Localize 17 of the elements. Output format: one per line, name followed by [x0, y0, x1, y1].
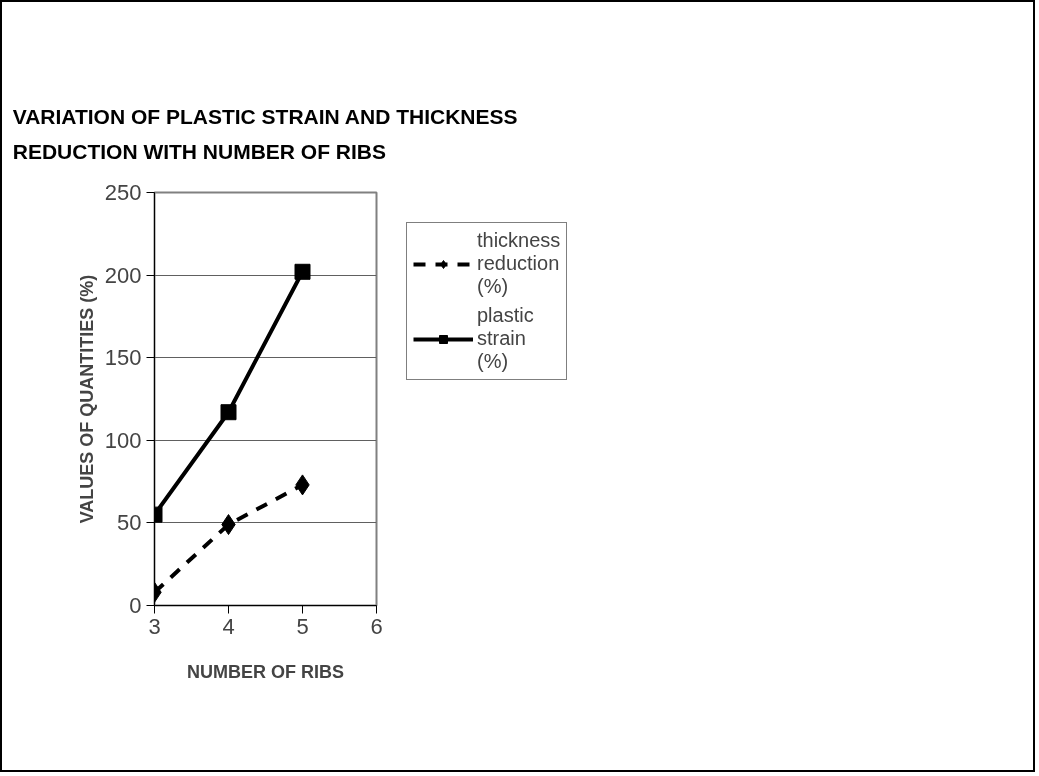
x-tick-label: 5: [296, 613, 309, 639]
y-axis-title: VALUES OF QUANTITIES (%): [76, 274, 97, 524]
y-tick-label: 150: [104, 345, 142, 371]
y-tick-label: 50: [117, 510, 142, 536]
legend-label: thickness reduction (%): [477, 229, 561, 298]
x-axis-title: NUMBER OF RIBS: [187, 661, 344, 682]
y-tick-label: 250: [104, 180, 142, 205]
x-tick-label: 6: [370, 613, 383, 639]
x-tick-label: 3: [148, 613, 161, 639]
legend-label: plastic strain (%): [477, 304, 534, 373]
y-tick-label: 200: [104, 262, 142, 288]
point: [294, 263, 311, 280]
chart-title: VARIATION OF PLASTIC STRAIN AND THICKNESS REDUCTION WITH NUMBER OF RIBS: [12, 105, 518, 163]
y-tick-label: 100: [104, 427, 142, 453]
y-tick-label: 0: [129, 593, 142, 618]
point: [220, 404, 237, 421]
x-tick-label: 4: [222, 613, 235, 639]
